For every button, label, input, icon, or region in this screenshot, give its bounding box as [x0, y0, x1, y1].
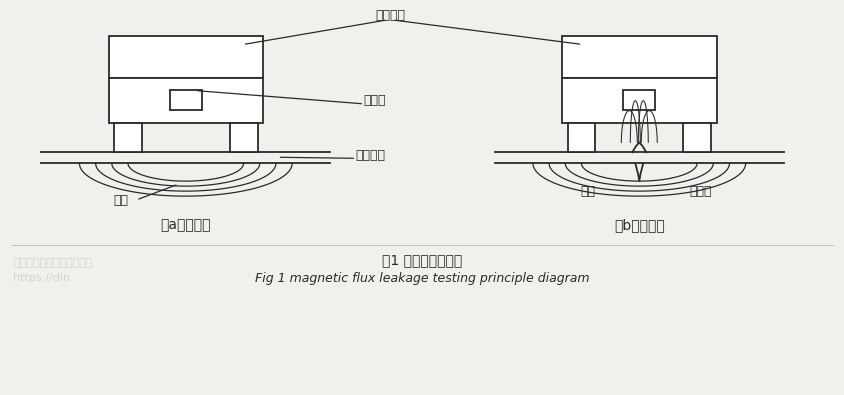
Bar	[108, 36, 262, 78]
Bar	[561, 36, 716, 78]
Bar	[170, 90, 202, 110]
Text: 缺陷: 缺陷	[579, 184, 594, 198]
Bar	[108, 78, 262, 122]
Text: Fig 1 magnetic flux leakage testing principle diagram: Fig 1 magnetic flux leakage testing prin…	[254, 272, 588, 285]
Bar	[114, 122, 142, 152]
Bar	[682, 122, 710, 152]
Text: 被测工件: 被测工件	[354, 149, 385, 162]
Text: 图1 漏磁检测原理图: 图1 漏磁检测原理图	[381, 254, 462, 267]
Text: 磁化结构: 磁化结构	[375, 9, 404, 22]
Text: （a）无缺陷: （a）无缺陷	[160, 218, 211, 232]
Text: 漏磁通: 漏磁通	[689, 184, 711, 198]
Text: 传感器: 传感器	[363, 94, 385, 107]
Bar	[623, 90, 654, 110]
Bar	[230, 122, 257, 152]
Bar	[567, 122, 595, 152]
Bar	[561, 78, 716, 122]
Text: https://din: https://din	[14, 273, 70, 284]
Text: （b）有缺陷: （b）有缺陷	[614, 218, 664, 232]
Text: 磁通: 磁通	[113, 194, 128, 207]
Text: 北京鼎誉兴业科技有限公司: 北京鼎誉兴业科技有限公司	[14, 258, 93, 267]
